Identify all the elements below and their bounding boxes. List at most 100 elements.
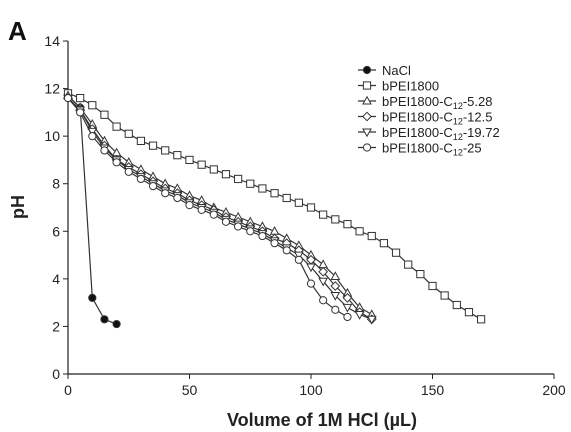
data-point — [355, 227, 364, 236]
legend-item: bPEI1800-C12-25 — [358, 141, 482, 158]
series-line — [67, 97, 373, 320]
data-point — [161, 189, 170, 198]
data-point — [319, 296, 328, 305]
data-point — [197, 160, 206, 169]
x-tick-label: 0 — [64, 382, 72, 398]
data-point — [330, 281, 341, 291]
legend-marker — [362, 81, 372, 90]
y-tick-label: 0 — [52, 366, 60, 382]
data-point — [294, 255, 303, 264]
legend-marker — [362, 95, 372, 105]
y-tick-label: 4 — [52, 271, 60, 287]
data-point — [331, 305, 340, 314]
data-point — [318, 266, 329, 277]
data-point — [294, 198, 303, 207]
data-point — [416, 270, 425, 279]
data-point — [318, 259, 328, 269]
x-axis-title: Volume of 1M HCl (µL) — [227, 410, 417, 430]
legend-label-main: bPEI1800-C — [382, 94, 453, 109]
data-point — [354, 311, 365, 320]
data-point — [173, 193, 182, 203]
legend-label-suffix: -25 — [463, 141, 482, 156]
legend: NaClbPEI1800bPEI1800-C12-5.28bPEI1800-C1… — [358, 63, 500, 158]
data-point — [477, 315, 486, 324]
y-tick-label: 8 — [52, 176, 60, 192]
series-line — [67, 97, 373, 320]
legend-label-main: NaCl — [382, 63, 411, 78]
y-tick-label: 2 — [52, 318, 60, 334]
data-point — [282, 246, 291, 255]
data-point — [464, 308, 474, 317]
legend-marker — [362, 143, 372, 152]
data-point — [76, 93, 85, 103]
data-point — [342, 292, 353, 303]
data-point — [282, 193, 291, 203]
legend-label-subscript: 12 — [453, 101, 463, 111]
legend-marker — [362, 111, 372, 122]
data-point — [221, 217, 231, 226]
data-point — [161, 146, 170, 155]
y-tick-label: 14 — [44, 33, 60, 49]
data-point — [136, 174, 145, 184]
data-point — [76, 108, 85, 117]
data-point — [100, 110, 109, 119]
series-1 — [63, 89, 486, 324]
data-point — [234, 174, 243, 184]
y-tick-label: 12 — [44, 81, 60, 97]
data-point — [452, 300, 461, 310]
legend-label-main: bPEI1800-C — [382, 110, 453, 125]
data-point — [404, 260, 413, 269]
data-point — [185, 155, 194, 165]
data-point — [294, 251, 304, 261]
series-2 — [63, 90, 377, 319]
data-point — [319, 210, 328, 219]
legend-label-suffix: -5.28 — [463, 94, 493, 109]
data-point — [124, 129, 133, 138]
legend-item: bPEI1800-C12-19.72 — [358, 125, 500, 142]
x-tick-label: 50 — [182, 382, 198, 398]
data-point — [343, 220, 352, 229]
legend-label: bPEI1800-C12-19.72 — [382, 125, 500, 142]
data-point — [173, 151, 182, 160]
data-point — [63, 93, 73, 103]
legend-marker — [362, 128, 372, 138]
data-point — [209, 165, 218, 174]
data-point — [258, 184, 267, 193]
axes: 0 2 4 6 8 10 12 14 0 50 100 150 200 — [44, 33, 565, 398]
data-point — [270, 189, 279, 198]
data-point — [197, 205, 206, 214]
legend-label: bPEI1800-C12-5.28 — [382, 94, 492, 111]
data-point — [124, 167, 133, 176]
y-axis-title: pH — [8, 195, 28, 219]
data-point — [112, 319, 121, 329]
data-point — [270, 239, 279, 248]
legend-item: bPEI1800-C12-12.5 — [358, 110, 492, 127]
data-point — [366, 315, 377, 325]
data-point — [246, 227, 255, 236]
legend-label-subscript: 12 — [453, 117, 463, 127]
data-point — [112, 158, 121, 167]
legend-label: bPEI1800 — [382, 79, 439, 94]
data-point — [306, 203, 316, 212]
data-point — [367, 231, 376, 241]
y-tick-label: 10 — [44, 128, 60, 144]
x-tick-label: 150 — [421, 382, 445, 398]
legend-label: NaCl — [382, 63, 411, 78]
data-point — [330, 271, 341, 280]
series-5 — [63, 93, 352, 322]
legend-label-main: bPEI1800 — [382, 79, 439, 94]
data-point — [100, 315, 109, 324]
data-point — [234, 222, 243, 231]
data-point — [331, 215, 340, 224]
data-point — [246, 179, 255, 188]
data-point — [88, 293, 97, 302]
data-point — [100, 146, 109, 155]
legend-label-subscript: 12 — [453, 148, 463, 158]
data-point — [343, 312, 352, 322]
legend-item: bPEI1800 — [358, 79, 439, 94]
data-point — [342, 303, 353, 313]
data-point — [318, 277, 328, 287]
data-point — [306, 263, 316, 273]
data-point — [258, 231, 267, 241]
